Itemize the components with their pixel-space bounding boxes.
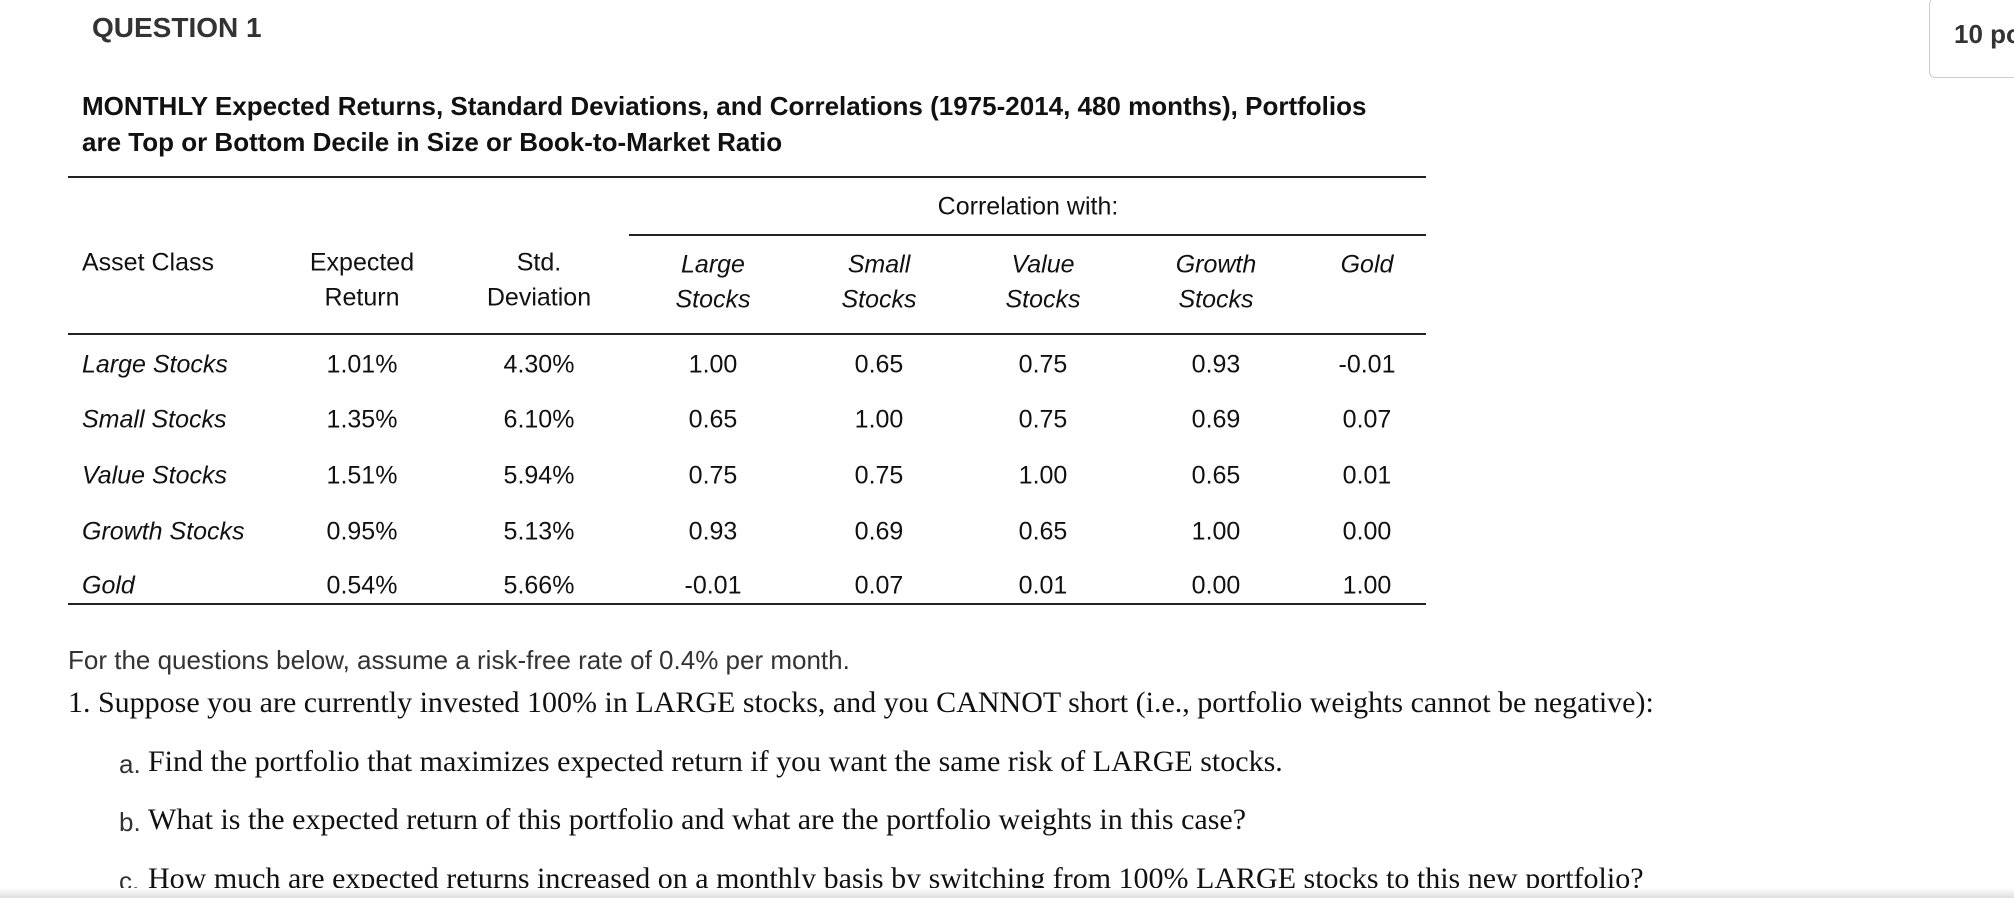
- column-header: Gold: [1340, 250, 1394, 279]
- item-label: a.: [119, 749, 141, 779]
- cell: 0.54%: [326, 571, 398, 600]
- column-header: Return: [324, 283, 400, 312]
- question-text: 1. Suppose you are currently invested 10…: [68, 686, 1654, 719]
- group-header: Correlation with:: [937, 192, 1119, 221]
- cell: 0.69: [1191, 405, 1241, 434]
- cell: 0.75: [1018, 405, 1068, 434]
- column-header: Asset Class: [82, 248, 214, 277]
- column-header: Stocks: [1005, 285, 1081, 314]
- cell: 1.51%: [326, 461, 398, 490]
- cell: 0.93: [1191, 350, 1241, 379]
- cell: 0.65: [854, 350, 904, 379]
- item-label: b.: [119, 807, 141, 837]
- cell: 1.00: [1342, 571, 1392, 600]
- column-header: Stocks: [675, 285, 751, 314]
- column-header: Large: [681, 250, 745, 279]
- cell: -0.01: [684, 571, 742, 600]
- rule: [68, 176, 1426, 178]
- cell: 1.01%: [326, 350, 398, 379]
- row-label: Large Stocks: [82, 350, 228, 379]
- cell: 1.35%: [326, 405, 398, 434]
- cell: 0.65: [688, 405, 738, 434]
- cell: 1.00: [1018, 461, 1068, 490]
- row-label: Small Stocks: [82, 405, 227, 434]
- table-title: are Top or Bottom Decile in Size or Book…: [82, 127, 783, 157]
- cell: 5.13%: [503, 517, 575, 546]
- column-header: Value: [1011, 250, 1075, 279]
- cell: 0.69: [854, 517, 904, 546]
- item-text: Find the portfolio that maximizes expect…: [148, 745, 1283, 778]
- cell: 0.65: [1018, 517, 1068, 546]
- points: 10 points: [1954, 19, 2014, 49]
- cell: 0.95%: [326, 517, 398, 546]
- cell: 0.93: [688, 517, 738, 546]
- row-label: Gold: [82, 571, 135, 600]
- row-label: Growth Stocks: [82, 517, 245, 546]
- cell: 6.10%: [503, 405, 575, 434]
- cell: 0.07: [1342, 405, 1392, 434]
- cell: 0.75: [688, 461, 738, 490]
- cell: 0.01: [1018, 571, 1068, 600]
- column-header: Std.: [516, 248, 562, 277]
- cell: 0.65: [1191, 461, 1241, 490]
- points-box: 10 points: [1929, 0, 2014, 78]
- cell: 0.00: [1342, 517, 1392, 546]
- rule: [629, 234, 1426, 236]
- column-header: Growth: [1175, 250, 1257, 279]
- column-header: Expected: [309, 248, 415, 277]
- intro: For the questions below, assume a risk-f…: [68, 645, 850, 675]
- cell: 4.30%: [503, 350, 575, 379]
- shadow: [0, 888, 2014, 898]
- table-title: MONTHLY Expected Returns, Standard Devia…: [82, 91, 1367, 121]
- cell: 0.01: [1342, 461, 1392, 490]
- cell: 0.07: [854, 571, 904, 600]
- cell: 5.94%: [503, 461, 575, 490]
- column-header: Small: [847, 250, 911, 279]
- cell: 0.00: [1191, 571, 1241, 600]
- cell: 0.75: [854, 461, 904, 490]
- cell: 1.00: [688, 350, 738, 379]
- question-heading: QUESTION 1: [92, 12, 262, 43]
- cell: 5.66%: [503, 571, 575, 600]
- cell: 1.00: [854, 405, 904, 434]
- column-header: Stocks: [1178, 285, 1254, 314]
- rule: [68, 603, 1426, 605]
- row-label: Value Stocks: [82, 461, 227, 490]
- item-text: What is the expected return of this port…: [148, 803, 1247, 836]
- cell: 1.00: [1191, 517, 1241, 546]
- rule: [68, 333, 1426, 335]
- cell: 0.75: [1018, 350, 1068, 379]
- column-header: Deviation: [486, 283, 592, 312]
- cell: -0.01: [1338, 350, 1396, 379]
- column-header: Stocks: [841, 285, 917, 314]
